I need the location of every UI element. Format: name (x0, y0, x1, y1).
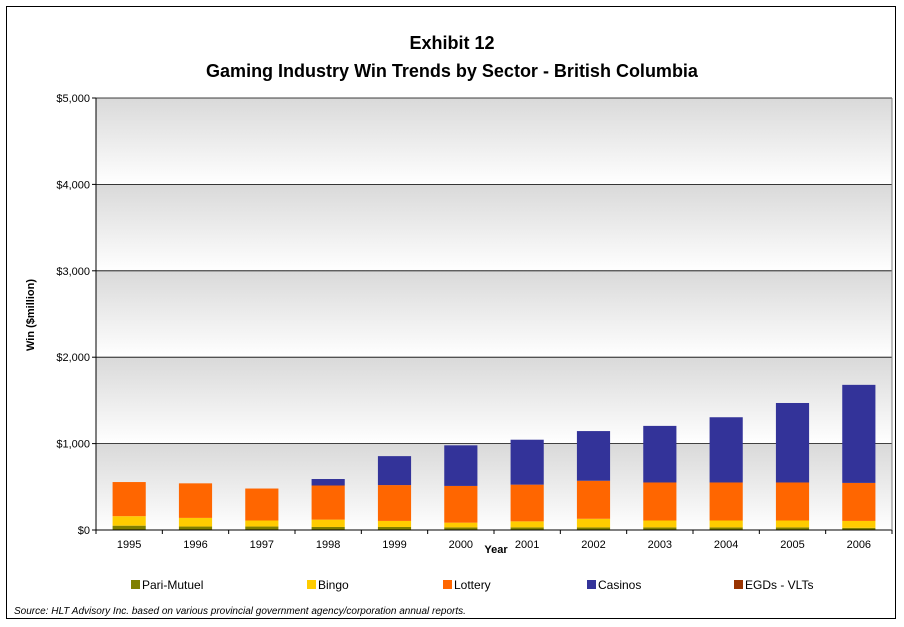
bar-segment (576, 431, 611, 481)
bar-segment (576, 518, 611, 528)
bar-segment (709, 417, 743, 483)
legend-swatch (307, 580, 316, 589)
bar-segment (510, 484, 544, 522)
plot-band (96, 98, 892, 185)
bar-segment (444, 485, 478, 523)
bar-segment (377, 520, 412, 527)
bar-segment (842, 384, 876, 483)
y-tick-label: $3,000 (56, 266, 90, 278)
y-tick-label: $5,000 (56, 93, 90, 105)
x-tick-label: 2006 (847, 539, 871, 551)
bar-segment (444, 527, 478, 530)
plot-band (96, 270, 892, 358)
bars (112, 384, 876, 530)
x-tick-label: 2005 (780, 539, 804, 551)
y-tick-label: $1,000 (56, 439, 90, 451)
bar-segment (576, 527, 611, 530)
bar-segment (643, 527, 677, 530)
bar-segment (178, 526, 213, 530)
bar-segment (775, 402, 810, 483)
bar-segment (709, 482, 743, 521)
y-tick-labels: $0 $1,000 $2,000 $3,000 $4,000 $5,000 (56, 93, 90, 537)
bar-segment (842, 527, 876, 530)
x-tick-label: 2003 (648, 539, 672, 551)
legend-label: Lottery (454, 578, 491, 592)
bar-segment (643, 482, 677, 521)
bar-segment (245, 526, 279, 530)
x-tick-label: 2000 (449, 539, 473, 551)
bar-segment (510, 527, 544, 530)
chart-title: Exhibit 12 (409, 33, 494, 53)
plot-band (96, 357, 892, 444)
y-tick-label: $4,000 (56, 179, 90, 191)
bar-segment (709, 527, 743, 530)
x-tick-label: 1998 (316, 539, 340, 551)
x-tick-label: 2002 (581, 539, 605, 551)
bar-segment (112, 482, 146, 517)
x-tick-labels: 1995 1996 1997 1998 1999 2000 2001 2002 2003 2004… (117, 539, 871, 551)
legend-swatch (131, 580, 140, 589)
bar-segment (775, 527, 810, 530)
bar-segment (643, 425, 677, 483)
x-tick-label: 1995 (117, 539, 141, 551)
legend-label: Pari-Mutuel (142, 578, 203, 592)
axes (92, 97, 893, 534)
bar-segment (112, 516, 146, 526)
legend: Pari-Mutuel Bingo Lottery Casinos EGDs - VLT… (131, 578, 813, 592)
x-tick-label: 1999 (382, 539, 406, 551)
bar-segment (377, 485, 412, 521)
legend-swatch (443, 580, 452, 589)
bar-segment (775, 520, 810, 528)
legend-swatch (587, 580, 596, 589)
plot-band (96, 443, 892, 530)
bar-segment (775, 482, 810, 521)
bar-segment (311, 526, 345, 530)
y-tick-label: $0 (78, 525, 90, 537)
y-tick-label: $2,000 (56, 352, 90, 364)
bar-segment (709, 520, 743, 528)
x-tick-label: 2004 (714, 539, 738, 551)
bar-segment (510, 439, 544, 485)
bar-segment (311, 485, 345, 520)
x-tick-label: 2001 (515, 539, 539, 551)
legend-swatch (734, 580, 743, 589)
plot-background (96, 98, 892, 530)
bar-segment (245, 488, 279, 521)
bar-segment (311, 479, 345, 486)
plot-band (96, 184, 892, 271)
x-axis-title: Year (484, 544, 508, 556)
bar-segment (643, 520, 677, 528)
bar-segment (576, 480, 611, 519)
bar-segment (842, 520, 876, 528)
bar-segment (178, 483, 213, 518)
legend-label: EGDs - VLTs (745, 578, 813, 592)
x-tick-label: 1997 (250, 539, 274, 551)
bar-segment (178, 517, 213, 527)
legend-label: Bingo (318, 578, 349, 592)
source-note: Source: HLT Advisory Inc. based on vario… (14, 606, 466, 617)
bar-segment (444, 522, 478, 528)
bar-segment (112, 525, 146, 530)
bar-segment (377, 456, 412, 486)
y-axis-title: Win ($million) (25, 279, 37, 351)
bar-segment (245, 520, 279, 527)
bar-segment (311, 519, 345, 527)
x-tick-label: 1996 (183, 539, 207, 551)
bar-segment (377, 526, 412, 530)
legend-label: Casinos (598, 578, 641, 592)
bar-segment (444, 445, 478, 486)
bar-segment (842, 482, 876, 521)
chart-subtitle: Gaming Industry Win Trends by Sector - B… (206, 61, 699, 81)
bar-segment (510, 521, 544, 528)
